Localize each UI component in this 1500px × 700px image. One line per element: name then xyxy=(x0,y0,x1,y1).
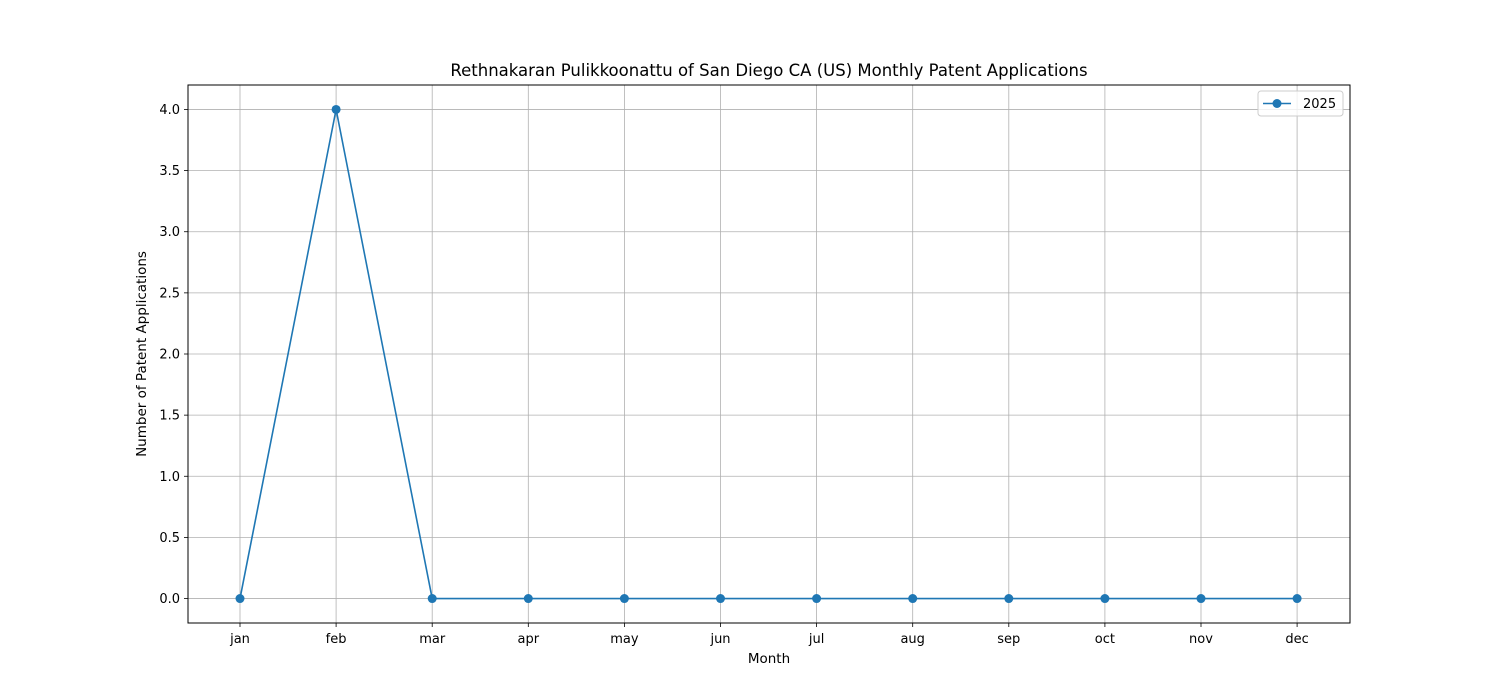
y-tick-label: 1.0 xyxy=(159,470,180,485)
legend-label: 2025 xyxy=(1303,97,1336,112)
data-point-oct xyxy=(1100,594,1109,603)
y-tick-label: 2.5 xyxy=(159,286,180,301)
y-tick-label: 1.5 xyxy=(159,409,180,424)
y-tick-label: 4.0 xyxy=(159,103,180,118)
y-tick-label: 3.0 xyxy=(159,225,180,240)
data-point-may xyxy=(620,594,629,603)
data-point-jul xyxy=(812,594,821,603)
x-tick-label: feb xyxy=(326,632,347,647)
data-point-aug xyxy=(908,594,917,603)
x-tick-label: jan xyxy=(229,632,250,647)
x-tick-label: nov xyxy=(1189,632,1213,647)
y-tick-label: 2.0 xyxy=(159,348,180,363)
data-point-mar xyxy=(428,594,437,603)
data-point-feb xyxy=(332,105,341,114)
x-tick-label: aug xyxy=(900,632,924,647)
x-tick-label: jul xyxy=(808,632,824,647)
chart-title: Rethnakaran Pulikkoonattu of San Diego C… xyxy=(450,61,1087,80)
x-tick-label: sep xyxy=(997,632,1020,647)
x-tick-label: mar xyxy=(419,632,446,647)
data-point-sep xyxy=(1004,594,1013,603)
x-tick-label: apr xyxy=(518,632,540,647)
y-axis-label: Number of Patent Applications xyxy=(134,251,150,457)
legend-marker-swatch xyxy=(1273,99,1282,108)
x-tick-label: may xyxy=(610,632,639,647)
x-tick-label: jun xyxy=(709,632,730,647)
y-tick-label: 3.5 xyxy=(159,164,180,179)
data-point-jun xyxy=(716,594,725,603)
y-tick-label: 0.0 xyxy=(159,592,180,607)
x-tick-label: dec xyxy=(1285,632,1308,647)
y-tick-label: 0.5 xyxy=(159,531,180,546)
data-point-dec xyxy=(1293,594,1302,603)
data-point-apr xyxy=(524,594,533,603)
legend: 2025 xyxy=(1258,91,1343,116)
x-axis-label: Month xyxy=(748,651,790,667)
x-tick-label: oct xyxy=(1095,632,1115,647)
data-point-jan xyxy=(236,594,245,603)
data-point-nov xyxy=(1197,594,1206,603)
